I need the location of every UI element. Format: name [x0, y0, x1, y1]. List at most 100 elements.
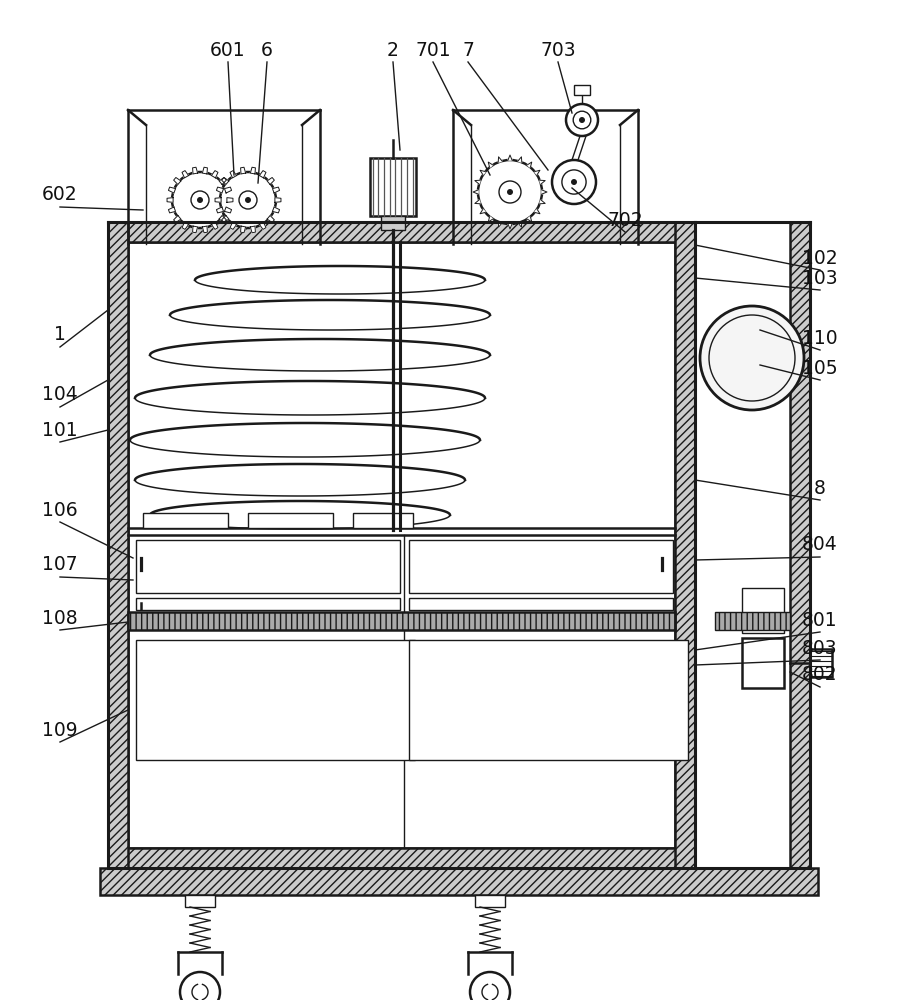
Polygon shape [182, 222, 188, 229]
Text: 109: 109 [42, 720, 78, 740]
Text: 804: 804 [802, 536, 838, 554]
Circle shape [191, 191, 209, 209]
Polygon shape [275, 198, 281, 202]
Circle shape [571, 179, 577, 185]
Polygon shape [488, 162, 493, 167]
Text: 601: 601 [210, 40, 246, 60]
Text: 703: 703 [540, 40, 576, 60]
Polygon shape [272, 187, 280, 193]
Circle shape [552, 160, 596, 204]
Circle shape [220, 172, 276, 228]
Text: 801: 801 [802, 610, 838, 630]
Text: 803: 803 [802, 639, 838, 658]
Polygon shape [473, 190, 478, 194]
Text: 2: 2 [387, 40, 399, 60]
Polygon shape [168, 187, 175, 193]
Polygon shape [540, 200, 545, 204]
Polygon shape [168, 207, 175, 213]
Circle shape [499, 181, 521, 203]
Bar [185, 895, 215, 907]
Polygon shape [174, 177, 181, 185]
Polygon shape [250, 167, 256, 174]
Polygon shape [241, 226, 246, 233]
Text: 1: 1 [54, 326, 66, 344]
Bar [381, 216, 405, 230]
Text: 702: 702 [607, 211, 642, 230]
Circle shape [562, 170, 586, 194]
Bar [695, 222, 810, 868]
Polygon shape [193, 226, 198, 233]
Bar [409, 640, 688, 760]
Bar [136, 640, 415, 760]
Bar [108, 222, 695, 242]
Text: 110: 110 [802, 328, 838, 348]
Polygon shape [219, 177, 226, 185]
Text: 102: 102 [802, 248, 838, 267]
Circle shape [239, 191, 257, 209]
Bar [574, 85, 590, 95]
Polygon shape [518, 222, 521, 227]
Circle shape [507, 189, 513, 195]
Bar [475, 895, 505, 907]
Bar [136, 598, 400, 610]
Polygon shape [508, 155, 512, 160]
Text: 8: 8 [814, 479, 826, 497]
Polygon shape [267, 215, 274, 223]
Bar [128, 242, 675, 848]
Bar [100, 868, 818, 895]
Polygon shape [540, 180, 545, 184]
Text: 105: 105 [802, 359, 838, 377]
Polygon shape [211, 222, 218, 229]
Polygon shape [230, 222, 236, 229]
Polygon shape [488, 217, 493, 222]
Text: 103: 103 [802, 268, 838, 288]
Polygon shape [202, 167, 208, 174]
Bar [108, 222, 128, 868]
Circle shape [180, 972, 220, 1000]
Text: 701: 701 [415, 40, 450, 60]
Polygon shape [222, 177, 229, 185]
Circle shape [470, 972, 510, 1000]
Circle shape [197, 197, 203, 203]
Circle shape [579, 117, 585, 123]
Polygon shape [219, 215, 226, 223]
Bar [128, 612, 675, 630]
Polygon shape [211, 171, 218, 178]
Circle shape [172, 172, 228, 228]
Polygon shape [508, 224, 512, 229]
Bar [143, 513, 228, 528]
Bar [742, 638, 784, 688]
Text: 7: 7 [462, 40, 473, 60]
Text: 104: 104 [42, 385, 78, 404]
Polygon shape [259, 171, 266, 178]
Polygon shape [518, 157, 521, 162]
Bar [409, 598, 673, 610]
Polygon shape [216, 207, 223, 213]
Circle shape [478, 160, 542, 224]
Polygon shape [222, 215, 229, 223]
Polygon shape [259, 222, 266, 229]
Text: 106: 106 [42, 500, 78, 520]
Polygon shape [498, 222, 502, 227]
Bar [742, 588, 784, 633]
Polygon shape [224, 187, 232, 193]
Bar [353, 513, 413, 528]
Polygon shape [534, 209, 540, 214]
Polygon shape [527, 162, 532, 167]
Bar [715, 612, 790, 630]
Polygon shape [498, 157, 502, 162]
Polygon shape [542, 190, 547, 194]
Polygon shape [224, 207, 232, 213]
Polygon shape [230, 171, 236, 178]
Polygon shape [527, 217, 532, 222]
Bar [370, 158, 416, 216]
Polygon shape [167, 198, 174, 202]
Polygon shape [480, 209, 485, 214]
Circle shape [700, 306, 804, 410]
Circle shape [566, 104, 598, 136]
Text: 602: 602 [42, 186, 78, 205]
Polygon shape [272, 207, 280, 213]
Polygon shape [534, 170, 540, 175]
Polygon shape [182, 171, 188, 178]
Circle shape [573, 111, 591, 129]
